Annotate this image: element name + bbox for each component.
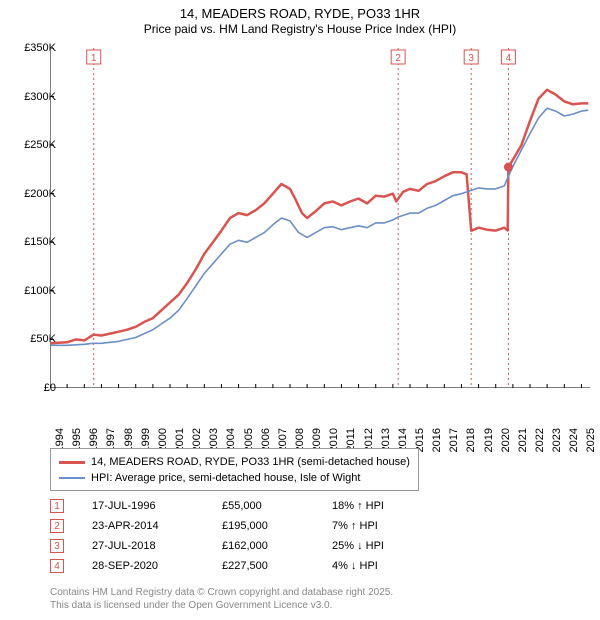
legend-label: HPI: Average price, semi-detached house,… <box>91 472 360 484</box>
x-axis-labels: 1994199519961997199819992000200120022003… <box>50 390 590 440</box>
x-tick-label: 2022 <box>534 428 546 452</box>
footer-attribution: Contains HM Land Registry data © Crown c… <box>50 587 393 612</box>
event-delta: 18% ↑ HPI <box>332 500 452 512</box>
event-price: £227,500 <box>222 560 332 572</box>
legend-row: HPI: Average price, semi-detached house,… <box>59 470 410 486</box>
y-tick-label: £250K <box>6 139 56 151</box>
event-date: 23-APR-2014 <box>92 520 222 532</box>
svg-text:4: 4 <box>506 53 512 64</box>
chart-container: 14, MEADERS ROAD, RYDE, PO33 1HR Price p… <box>0 0 600 620</box>
event-row: 4 28-SEP-2020£227,5004% ↓ HPI <box>50 556 452 576</box>
y-tick-label: £150K <box>6 236 56 248</box>
event-delta: 4% ↓ HPI <box>332 560 452 572</box>
svg-text:3: 3 <box>468 53 474 64</box>
legend-label: 14, MEADERS ROAD, RYDE, PO33 1HR (semi-d… <box>91 456 410 468</box>
y-tick-label: £200K <box>6 188 56 200</box>
footer-line2: This data is licensed under the Open Gov… <box>50 600 393 613</box>
legend: 14, MEADERS ROAD, RYDE, PO33 1HR (semi-d… <box>50 448 419 491</box>
event-delta: 7% ↑ HPI <box>332 520 452 532</box>
chart-plot-area: 1 2 3 4 <box>50 48 590 388</box>
x-tick-label: 2017 <box>448 428 460 452</box>
y-tick-label: £350K <box>6 42 56 54</box>
event-marker: 1 <box>50 499 64 513</box>
title-line2: Price paid vs. HM Land Registry's House … <box>0 22 600 37</box>
y-tick-label: £100K <box>6 285 56 297</box>
legend-row: 14, MEADERS ROAD, RYDE, PO33 1HR (semi-d… <box>59 454 410 470</box>
event-marker: 4 <box>50 559 64 573</box>
x-tick-label: 2025 <box>585 428 597 452</box>
footer-line1: Contains HM Land Registry data © Crown c… <box>50 587 393 600</box>
x-tick-label: 2018 <box>465 428 477 452</box>
event-marker: 3 <box>50 539 64 553</box>
svg-text:2: 2 <box>395 53 401 64</box>
event-row: 2 23-APR-2014£195,0007% ↑ HPI <box>50 516 452 536</box>
event-delta: 25% ↓ HPI <box>332 540 452 552</box>
y-tick-label: £50K <box>6 333 56 345</box>
event-row: 3 27-JUL-2018£162,00025% ↓ HPI <box>50 536 452 556</box>
event-price: £162,000 <box>222 540 332 552</box>
title-line1: 14, MEADERS ROAD, RYDE, PO33 1HR <box>0 6 600 22</box>
event-date: 17-JUL-1996 <box>92 500 222 512</box>
y-tick-label: £300K <box>6 91 56 103</box>
x-tick-label: 2023 <box>551 428 563 452</box>
x-tick-label: 2016 <box>431 428 443 452</box>
x-tick-label: 2020 <box>500 428 512 452</box>
event-marker: 2 <box>50 519 64 533</box>
chart-svg: 1 2 3 4 <box>50 48 590 388</box>
legend-swatch <box>59 477 85 479</box>
event-date: 27-JUL-2018 <box>92 540 222 552</box>
event-date: 28-SEP-2020 <box>92 560 222 572</box>
events-table: 1 17-JUL-1996£55,00018% ↑ HPI 2 23-APR-2014… <box>50 496 452 576</box>
legend-swatch <box>59 461 85 464</box>
event-price: £195,000 <box>222 520 332 532</box>
x-tick-label: 2019 <box>483 428 495 452</box>
x-tick-label: 2021 <box>517 428 529 452</box>
event-row: 1 17-JUL-1996£55,00018% ↑ HPI <box>50 496 452 516</box>
title-block: 14, MEADERS ROAD, RYDE, PO33 1HR Price p… <box>0 0 600 37</box>
y-tick-label: £0 <box>6 382 56 394</box>
x-tick-label: 2024 <box>568 428 580 452</box>
svg-text:1: 1 <box>91 53 97 64</box>
event-price: £55,000 <box>222 500 332 512</box>
